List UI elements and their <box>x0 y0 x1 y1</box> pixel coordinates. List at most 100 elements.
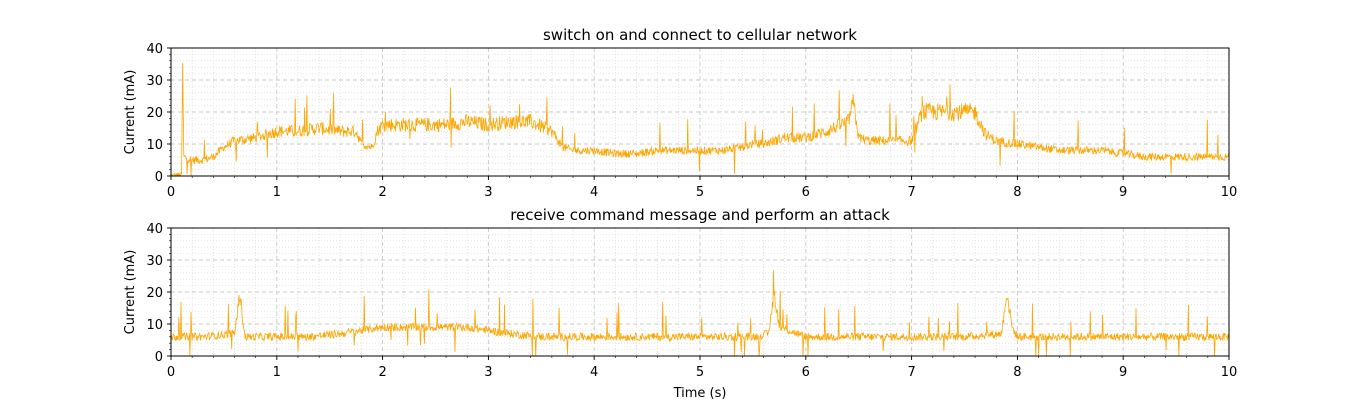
data-point <box>699 149 701 151</box>
y-tick-label: 20 <box>146 106 163 121</box>
data-point <box>276 336 278 338</box>
data-point <box>826 130 828 132</box>
data-point <box>1122 152 1124 154</box>
data-point <box>910 140 912 142</box>
data-point <box>858 136 860 138</box>
data-point <box>868 140 870 142</box>
x-tick-label: 5 <box>696 365 704 380</box>
data-point <box>297 130 299 132</box>
x-tick-label: 0 <box>167 185 175 200</box>
data-point <box>376 130 378 132</box>
data-point <box>656 149 658 151</box>
data-point <box>1006 291 1008 293</box>
data-point <box>233 140 235 142</box>
data-point <box>551 130 553 132</box>
data-point <box>614 152 616 154</box>
data-point <box>1059 149 1061 151</box>
data-point <box>762 143 764 145</box>
data-point <box>403 124 405 126</box>
data-point <box>191 159 193 161</box>
data-point <box>381 124 383 126</box>
data-point <box>921 111 923 113</box>
y-tick-label: 40 <box>146 42 163 57</box>
data-point <box>963 336 965 338</box>
data-point <box>508 120 510 122</box>
data-point <box>424 326 426 328</box>
data-point <box>403 326 405 328</box>
data-point <box>223 146 225 148</box>
data-point <box>339 332 341 334</box>
data-point <box>487 124 489 126</box>
y-tick-label: 30 <box>146 254 163 269</box>
data-point <box>942 111 944 113</box>
chart-bottom-panel: 0 1 2 3 4 5 6 7 8 9 10 0 10 20 30 40 receive command mes… <box>123 206 1237 400</box>
data-point <box>424 124 426 126</box>
data-point <box>360 143 362 145</box>
data-point <box>371 146 373 148</box>
x-tick-label: 10 <box>1221 365 1238 380</box>
x-tick-label: 7 <box>907 185 915 200</box>
data-point <box>181 66 183 68</box>
data-point <box>910 336 912 338</box>
data-point <box>593 336 595 338</box>
data-point <box>254 136 256 138</box>
x-tick-label: 1 <box>273 185 281 200</box>
data-point <box>741 146 743 148</box>
data-point <box>783 136 785 138</box>
data-point <box>355 130 357 132</box>
x-tick-label: 3 <box>484 185 492 200</box>
x-tick-label: 9 <box>1119 185 1127 200</box>
x-tick-label: 5 <box>696 185 704 200</box>
data-point <box>699 336 701 338</box>
data-point <box>276 130 278 132</box>
data-point <box>1164 156 1166 158</box>
data-point <box>182 156 184 158</box>
data-point <box>307 336 309 338</box>
x-tick-label: 6 <box>802 185 810 200</box>
data-point <box>1069 336 1071 338</box>
data-point <box>561 146 563 148</box>
data-point <box>963 111 965 113</box>
data-point <box>984 133 986 135</box>
x-tick-label: 7 <box>907 365 915 380</box>
x-tick-label: 2 <box>378 365 386 380</box>
x-tick-label: 4 <box>590 365 598 380</box>
data-point <box>445 124 447 126</box>
x-tick-label: 3 <box>484 365 492 380</box>
data-point <box>678 149 680 151</box>
x-tick-label: 8 <box>1013 185 1021 200</box>
data-point <box>889 140 891 142</box>
data-point <box>360 329 362 331</box>
data-point <box>244 336 246 338</box>
y-tick-label: 10 <box>146 138 163 153</box>
data-point <box>339 130 341 132</box>
data-point <box>487 329 489 331</box>
data-point <box>508 332 510 334</box>
data-point <box>1011 326 1013 328</box>
data-point <box>858 336 860 338</box>
series-line <box>171 270 1229 356</box>
data-point <box>752 336 754 338</box>
data-point <box>466 326 468 328</box>
x-tick-label: 0 <box>167 365 175 380</box>
data-point <box>202 159 204 161</box>
data-point <box>635 152 637 154</box>
data-point <box>1016 143 1018 145</box>
y-tick-label: 40 <box>146 222 163 237</box>
data-point <box>1037 146 1039 148</box>
data-point <box>572 149 574 151</box>
data-point <box>1122 336 1124 338</box>
data-point <box>1101 149 1103 151</box>
y-tick-label: 10 <box>146 318 163 333</box>
y-tick-label: 0 <box>155 170 163 185</box>
y-tick-label: 0 <box>155 350 163 365</box>
data-point <box>847 120 849 122</box>
data-point <box>239 294 241 296</box>
x-tick-label: 2 <box>378 185 386 200</box>
x-tick-label: 4 <box>590 185 598 200</box>
series-line <box>171 62 1229 176</box>
data-point <box>974 111 976 113</box>
y-axis-label: Current (mA) <box>123 70 138 155</box>
data-point <box>593 149 595 151</box>
